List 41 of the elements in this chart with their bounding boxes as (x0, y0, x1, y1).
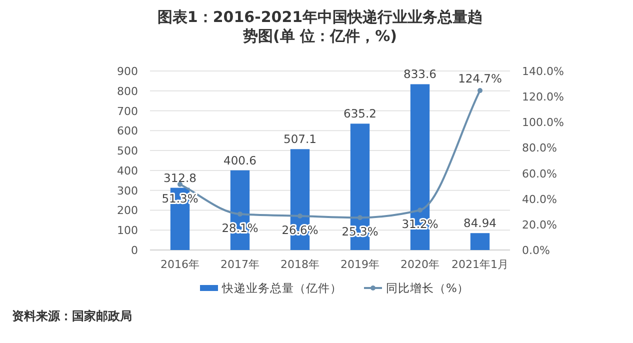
x-tick-label: 2021年1月 (452, 258, 508, 271)
point (238, 212, 242, 217)
y-tick-label: 0 (131, 244, 138, 257)
point (358, 215, 362, 220)
data-label: 635.2 (344, 106, 376, 121)
y-tick-label: 500 (117, 144, 138, 158)
data-label: 312.8 (164, 170, 196, 185)
legend-label: 快递业务总量（亿件） (221, 281, 342, 295)
bar (470, 233, 490, 250)
y-tick-label: 200 (117, 204, 138, 218)
data-label: 833.6 (404, 67, 436, 82)
data-label: 124.7% (458, 72, 502, 86)
y2-tick-label: 100.0% (522, 116, 564, 130)
text: 资料来源：国家邮政局 (12, 308, 132, 325)
point (478, 88, 482, 94)
y-tick-label: 900 (117, 65, 138, 78)
y-tick-label: 800 (117, 84, 138, 98)
point (298, 213, 302, 218)
y2-tick-label: 140.0% (522, 65, 564, 78)
y-tick-label: 300 (117, 184, 138, 198)
data-label: 400.6 (224, 153, 256, 168)
y2-tick-label: 0.0% (522, 244, 550, 257)
y2-tick-label: 80.0% (522, 142, 557, 155)
y2-tick-label: 120.0% (522, 90, 564, 104)
data-label: 507.1 (284, 132, 316, 146)
y-tick-label: 100 (117, 224, 138, 238)
y-tick-label: 600 (117, 124, 138, 138)
x-tick-label: 2020年 (400, 258, 440, 271)
x-tick-label: 2019年 (340, 258, 380, 271)
point (418, 208, 422, 213)
y2-tick-label: 60.0% (522, 167, 557, 180)
y2-tick-label: 20.0% (522, 218, 557, 232)
x-tick-label: 2016年 (160, 258, 200, 271)
data-label: 84.94 (464, 216, 496, 230)
chart-title: 图表1：2016-2021年中国快递行业业务总量趋势图(单 位：亿件，%) (156, 8, 484, 46)
x-tick-label: 2017年 (220, 258, 260, 271)
y-tick-label: 700 (117, 104, 138, 118)
legend-label: 同比增长（%） (386, 281, 469, 295)
y-tick-label: 400 (117, 164, 138, 178)
x-tick-label: 2018年 (280, 258, 320, 271)
y2-tick-label: 40.0% (522, 192, 557, 206)
